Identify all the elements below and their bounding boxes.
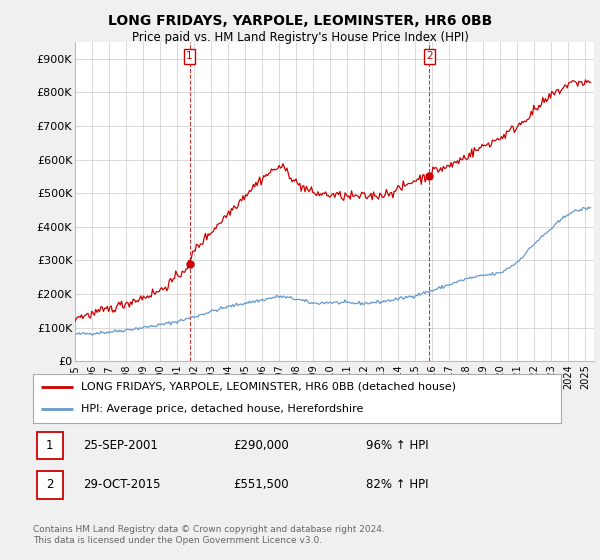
Text: 1: 1 xyxy=(46,439,53,452)
Text: 29-OCT-2015: 29-OCT-2015 xyxy=(83,478,161,492)
Text: 1: 1 xyxy=(186,52,193,62)
Text: LONG FRIDAYS, YARPOLE, LEOMINSTER, HR6 0BB (detached house): LONG FRIDAYS, YARPOLE, LEOMINSTER, HR6 0… xyxy=(80,382,455,392)
Text: 25-SEP-2001: 25-SEP-2001 xyxy=(83,439,158,452)
Text: 2: 2 xyxy=(426,52,433,62)
Text: 2: 2 xyxy=(46,478,53,492)
Text: HPI: Average price, detached house, Herefordshire: HPI: Average price, detached house, Here… xyxy=(80,404,363,414)
Text: £551,500: £551,500 xyxy=(233,478,289,492)
Text: 82% ↑ HPI: 82% ↑ HPI xyxy=(365,478,428,492)
FancyBboxPatch shape xyxy=(37,472,62,498)
Text: Contains HM Land Registry data © Crown copyright and database right 2024.
This d: Contains HM Land Registry data © Crown c… xyxy=(33,525,385,545)
Text: 96% ↑ HPI: 96% ↑ HPI xyxy=(365,439,428,452)
FancyBboxPatch shape xyxy=(37,432,62,459)
Text: £290,000: £290,000 xyxy=(233,439,289,452)
Text: Price paid vs. HM Land Registry's House Price Index (HPI): Price paid vs. HM Land Registry's House … xyxy=(131,31,469,44)
Text: LONG FRIDAYS, YARPOLE, LEOMINSTER, HR6 0BB: LONG FRIDAYS, YARPOLE, LEOMINSTER, HR6 0… xyxy=(108,14,492,28)
